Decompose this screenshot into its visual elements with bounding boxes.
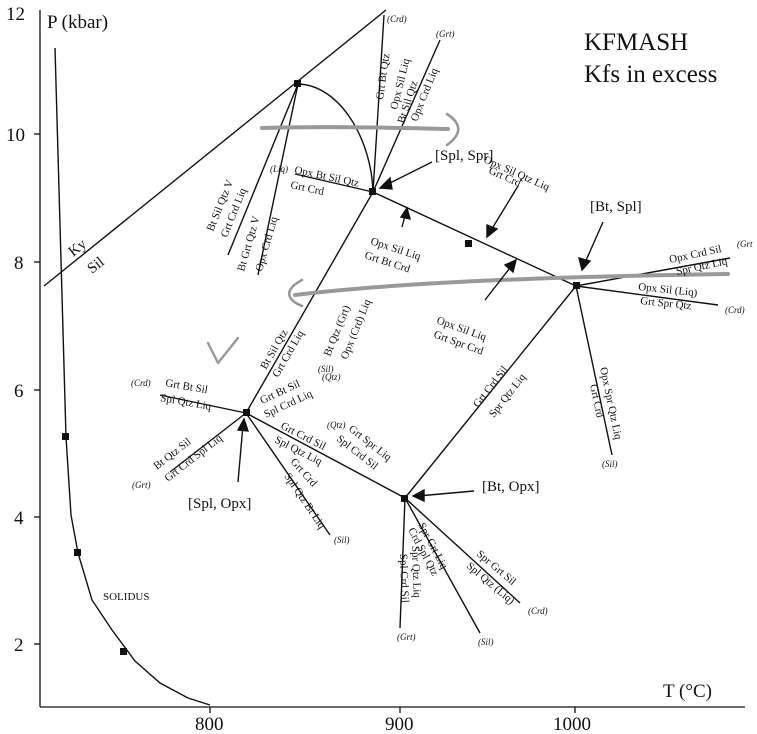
rxn-grt-top: (Grt) (436, 29, 455, 39)
rxn-spr-qtz-liq-3: Spr Qtz Liq (409, 546, 423, 599)
y-tick-2: 2 (14, 635, 24, 656)
marker-solidus-2 (74, 549, 81, 556)
lower-pt-path (293, 272, 730, 297)
lower-pt-arrowhead (287, 278, 304, 308)
diagram-title-line-1: KFMASH (584, 29, 688, 56)
solidus-curve (54, 47, 211, 706)
dome-curve (297, 83, 374, 194)
callout-arrows (236, 161, 604, 503)
diagram-title-line-2: Kfs in excess (584, 61, 717, 88)
phase-boundaries (43, 9, 731, 706)
rxn-sil-tag: (Sil) (602, 459, 618, 469)
upper-pt-path (260, 125, 450, 131)
solidus-label: SOLIDUS (103, 591, 149, 603)
rxn-qtz-tag: (Qtz) (322, 372, 341, 382)
rxn-grt-crd: Grt Crd (289, 179, 325, 198)
rxn-grt-bt-qtz: Grt Bt Qtz (374, 53, 392, 101)
rxn-grt-bottom: (Grt) (397, 632, 416, 642)
rxn-crd-bottom: (Crd) (528, 606, 548, 616)
x-axis-label: T (°C) (663, 681, 712, 702)
marker-solidus-3 (120, 648, 127, 655)
rxn-crd-top: (Crd) (387, 14, 407, 24)
y-tick-10: 10 (6, 125, 25, 146)
rxn-sil-small: (Sil) (318, 364, 334, 374)
sil-label: Sil (85, 254, 108, 277)
rxn-grt-left: (Grt) (132, 480, 151, 490)
rxn-crd-left: (Crd) (131, 378, 151, 388)
small-down-arrow (206, 336, 240, 365)
y-tick-8: 8 (14, 253, 24, 274)
rxn-spl-crd-sil-2: Spl Crd Sil (397, 554, 411, 603)
axes (34, 10, 745, 713)
rxn-sil-bottom: (Sil) (478, 637, 494, 647)
rxn-liq-tag: (Liq) (270, 164, 288, 174)
rxn-qtz-tag-2: (Qtz) (327, 420, 346, 430)
ky-sil-boundary (43, 9, 387, 287)
rxn-crd-right: (Crd) (725, 305, 745, 315)
upper-pt-arrowhead (445, 112, 460, 147)
pt-path-arrows (206, 112, 730, 365)
marker-spl-opx (243, 409, 250, 416)
marker-spl-spr (369, 188, 376, 195)
invariant-label-bt-spl: [Bt, Spl] (590, 199, 642, 215)
marker-bt-opx (401, 495, 408, 502)
rxn-grt-spr-qtz: Grt Spr Qtz (640, 295, 692, 312)
y-tick-6: 6 (14, 381, 24, 402)
x-tick-1000: 1000 (553, 714, 591, 734)
y-tick-4: 4 (14, 508, 24, 529)
rxn-grt-cut: (Grt (737, 239, 753, 249)
y-tick-12: 12 (6, 4, 25, 25)
invariant-label-spl-opx: [Spl, Opx] (188, 496, 251, 512)
marker-top (294, 80, 301, 87)
invariant-markers (62, 80, 580, 655)
marker-solidus-1 (62, 433, 69, 440)
x-tick-800: 800 (195, 714, 224, 734)
marker-bt-spl (573, 282, 580, 289)
invariant-label-spl-spr: [Spl, Spr] (435, 148, 493, 164)
marker-mid (465, 240, 472, 247)
invariant-label-bt-opx: [Bt, Opx] (482, 479, 540, 495)
ky-label: Ky (66, 236, 91, 260)
x-tick-900: 900 (385, 714, 414, 734)
rxn-sil-tag-2: (Sil) (334, 535, 350, 545)
y-axis-label: P (kbar) (47, 12, 108, 33)
